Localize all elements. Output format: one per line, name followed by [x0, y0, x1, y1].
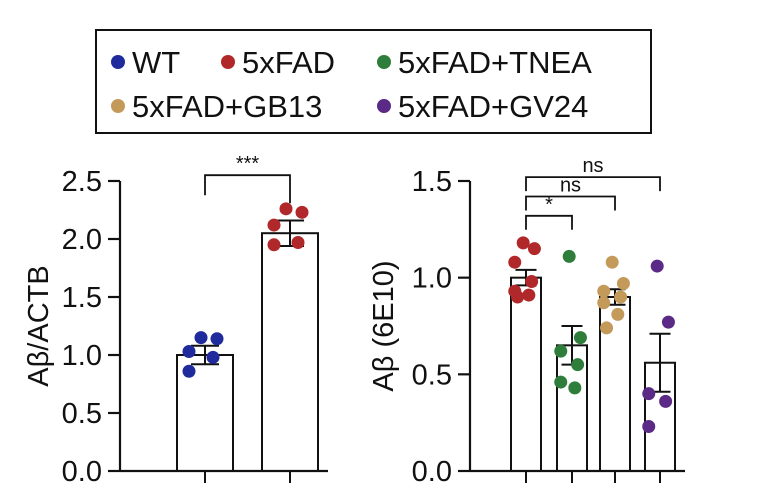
significance-label-2: ns: [560, 174, 581, 196]
y-tick-label-0-5: 0.5: [412, 359, 452, 391]
data-point-5xfad-7: [511, 290, 525, 304]
y-tick-label-2-5: 2.5: [62, 166, 102, 198]
data-point-5xfad-2: [527, 242, 541, 256]
y-tick-label-2-0: 2.0: [62, 224, 102, 256]
y-tick-label-0-0: 0.0: [412, 456, 452, 488]
data-point-wt-4: [206, 350, 220, 364]
legend-entry-5xfad-gb13: 5xFAD+GB13: [111, 89, 322, 124]
data-point-wt-3: [182, 345, 196, 359]
bar-5xfad-gv24: [644, 361, 676, 473]
legend-marker-wt: [111, 55, 125, 69]
data-point-5xfad-3: [508, 255, 522, 269]
data-point-5xfad-tnea-6: [568, 381, 582, 395]
legend: WT 5xFAD 5xFAD+TNEA 5xFAD+GB13 5xFAD+GV2…: [95, 29, 652, 134]
legend-marker-5xfad: [221, 55, 235, 69]
data-point-wt-1: [194, 331, 208, 345]
significance-bracket-3: [525, 176, 661, 192]
y-tick-label-1-0: 1.0: [62, 340, 102, 372]
significance-label-3: ns: [582, 155, 603, 177]
data-point-5xfad-3: [267, 218, 281, 232]
y-tick-label-1-5: 1.5: [412, 166, 452, 198]
data-point-5xfad-gv24-4: [659, 394, 673, 408]
chart-area-left: 0.0 0.5 1.0 1.5 2.0 2.5 ***: [62, 153, 328, 488]
data-point-5xfad-tnea-2: [573, 331, 587, 345]
legend-marker-5xfad-tnea: [377, 55, 391, 69]
data-point-5xfad-gv24-3: [642, 387, 656, 401]
legend-label-5xfad-tnea: 5xFAD+TNEA: [398, 45, 592, 80]
data-point-5xfad-gb13-7: [600, 321, 614, 335]
legend-label-5xfad: 5xFAD: [242, 45, 335, 80]
data-point-wt-5: [182, 364, 196, 378]
data-point-5xfad-gb13-6: [611, 307, 625, 321]
data-point-5xfad-1: [279, 202, 293, 216]
data-point-5xfad-4: [291, 235, 305, 249]
legend-marker-5xfad-gv24: [377, 99, 391, 113]
significance-label-1: *: [545, 194, 553, 216]
legend-entry-5xfad-tnea: 5xFAD+TNEA: [377, 45, 592, 80]
legend-label-5xfad-gb13: 5xFAD+GB13: [132, 89, 322, 124]
significance-label-1: ***: [236, 153, 260, 175]
y-axis-title-right: Aβ (6E10): [368, 260, 400, 391]
legend-frame: [95, 29, 652, 134]
significance-bracket-1: [525, 214, 573, 230]
data-point-5xfad-tnea-3: [554, 344, 568, 358]
y-tick-label-0-0: 0.0: [62, 456, 102, 488]
data-point-5xfad-gb13-1: [605, 255, 619, 269]
data-point-5xfad-gv24-2: [661, 315, 675, 329]
data-point-5xfad-5: [267, 238, 281, 252]
data-point-5xfad-4: [525, 275, 539, 289]
data-point-5xfad-1: [516, 236, 530, 250]
data-point-5xfad-6: [522, 288, 536, 302]
significance-bracket-2: [525, 195, 616, 211]
legend-entry-5xfad: 5xFAD: [221, 45, 335, 80]
data-point-5xfad-tnea-5: [554, 375, 568, 389]
y-tick-label-1-5: 1.5: [62, 282, 102, 314]
legend-marker-5xfad-gb13: [111, 99, 125, 113]
data-point-5xfad-tnea-1: [562, 249, 576, 263]
y-tick-label-1-0: 1.0: [412, 263, 452, 295]
legend-entry-wt: WT: [111, 45, 180, 80]
data-point-5xfad-gb13-2: [616, 276, 630, 290]
data-point-5xfad-gb13-5: [597, 296, 611, 310]
data-point-5xfad-gb13-4: [614, 290, 628, 304]
panel-abeta-actb: Aβ/ACTB 0.0 0.5 1.0 1.5 2.0 2.5 ***: [23, 153, 328, 488]
bar-5xfad: [510, 276, 542, 472]
bar-5xfad: [261, 232, 319, 472]
data-point-wt-2: [210, 332, 224, 346]
data-point-5xfad-gb13-3: [597, 284, 611, 298]
y-tick-label-0-5: 0.5: [62, 398, 102, 430]
y-axis-title-left: Aβ/ACTB: [23, 265, 55, 386]
legend-label-5xfad-gv24: 5xFAD+GV24: [398, 89, 588, 124]
data-point-5xfad-tnea-4: [571, 358, 585, 372]
legend-entry-5xfad-gv24: 5xFAD+GV24: [377, 89, 588, 124]
legend-label-wt: WT: [132, 45, 180, 80]
data-point-5xfad-gv24-5: [642, 420, 656, 434]
significance-bracket-1: [204, 174, 291, 204]
data-point-5xfad-2: [295, 205, 309, 219]
data-point-5xfad-gv24-1: [650, 259, 664, 273]
